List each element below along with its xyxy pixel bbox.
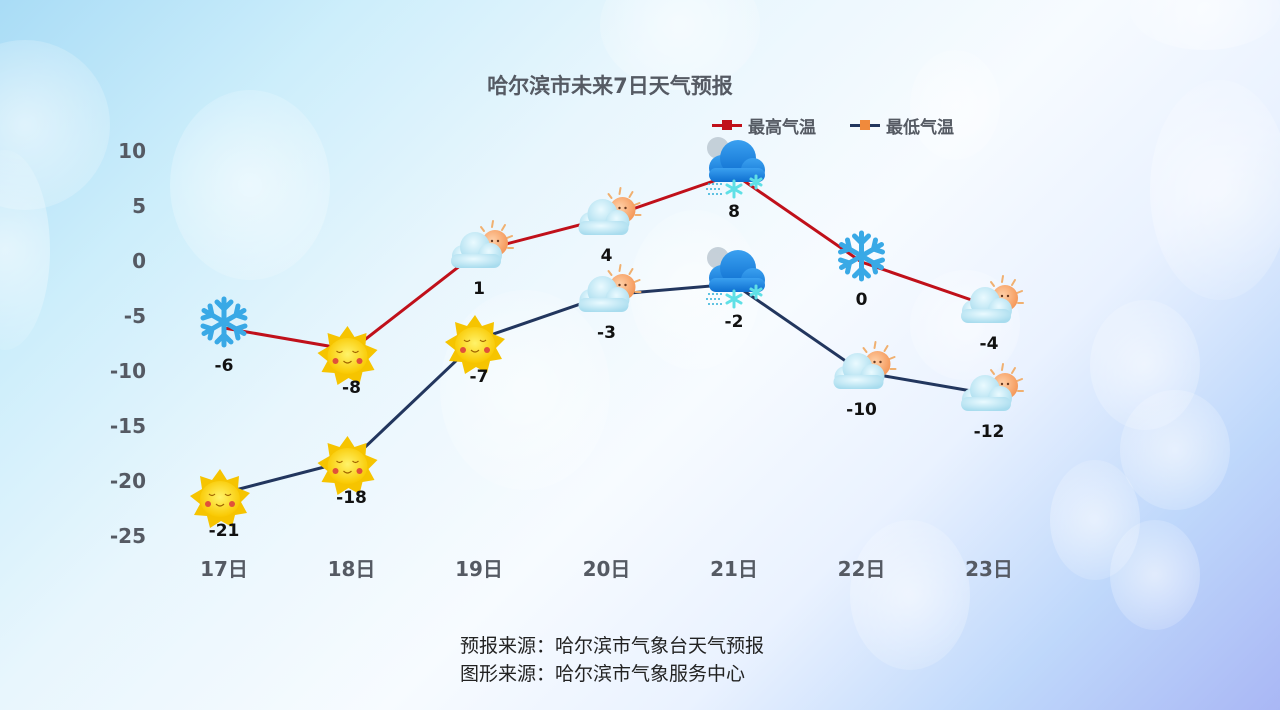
- y-tick-label: -20: [109, 469, 146, 493]
- x-tick-label: 22日: [837, 557, 886, 581]
- data-label: 1: [473, 279, 485, 299]
- bokeh-decoration: [170, 90, 330, 280]
- sun-icon: [444, 314, 506, 375]
- legend-item-low[interactable]: 最低气温: [850, 113, 954, 138]
- data-label: -18: [336, 488, 367, 508]
- snowflake-icon: [841, 233, 883, 279]
- data-label: 8: [728, 202, 740, 222]
- legend-line-low-icon: [850, 120, 880, 130]
- source-footer: 预报来源：哈尔滨市气象台天气预报 图形来源：哈尔滨市气象服务中心: [460, 632, 764, 688]
- data-label: -4: [979, 334, 999, 354]
- data-label: -12: [973, 422, 1005, 442]
- x-tick-label: 23日: [965, 557, 1013, 581]
- bokeh-decoration: [1150, 80, 1280, 300]
- partly-cloudy-icon: [832, 341, 897, 390]
- legend-label-high: 最高气温: [748, 118, 816, 138]
- partly-cloudy-icon: [960, 363, 1024, 412]
- legend-line-high-icon: [712, 120, 742, 130]
- x-tick-label: 17日: [200, 557, 248, 581]
- x-tick-label: 19日: [455, 557, 503, 581]
- legend-label-low: 最低气温: [886, 118, 954, 138]
- snowflake-icon: [203, 299, 245, 345]
- graphic-source: 图形来源：哈尔滨市气象服务中心: [460, 663, 746, 685]
- partly-cloudy-icon: [450, 220, 514, 269]
- sun-icon: [316, 325, 379, 386]
- x-tick-label: 18日: [327, 557, 376, 581]
- bokeh-decoration: [850, 520, 970, 670]
- data-label: -3: [597, 323, 616, 343]
- partly-cloudy-icon: [577, 264, 642, 313]
- chart-title: 哈尔滨市未来7日天气预报: [487, 74, 733, 98]
- bokeh-decoration: [1120, 390, 1230, 510]
- bokeh-decoration: [910, 50, 1000, 160]
- y-tick-label: 0: [132, 249, 146, 273]
- data-label: -2: [724, 312, 744, 332]
- y-tick-label: -5: [123, 304, 146, 328]
- forecast-source: 预报来源：哈尔滨市气象台天气预报: [460, 635, 765, 657]
- y-tick-label: 10: [118, 139, 146, 163]
- y-tick-label: -10: [109, 359, 146, 383]
- data-label: 0: [855, 290, 868, 310]
- partly-cloudy-icon: [960, 275, 1024, 324]
- bokeh-decoration: [1110, 520, 1200, 630]
- y-tick-label: -15: [109, 414, 146, 438]
- snow-cloud-icon: [704, 135, 767, 199]
- chart-legend: 最高气温 最低气温: [712, 113, 954, 138]
- y-tick-label: -25: [109, 524, 146, 548]
- data-label: -10: [846, 400, 877, 420]
- partly-cloudy-icon: [577, 187, 642, 236]
- data-label: -21: [208, 521, 240, 541]
- data-label: -7: [469, 367, 489, 387]
- x-tick-label: 21日: [710, 557, 758, 581]
- data-label: -6: [214, 356, 234, 376]
- snow-cloud-icon: [704, 245, 767, 309]
- legend-item-high[interactable]: 最高气温: [712, 113, 816, 138]
- x-tick-label: 20日: [582, 557, 631, 581]
- data-label: 4: [600, 246, 613, 266]
- sun-icon: [189, 468, 251, 529]
- data-label: -8: [342, 378, 361, 398]
- y-tick-label: 5: [132, 194, 146, 218]
